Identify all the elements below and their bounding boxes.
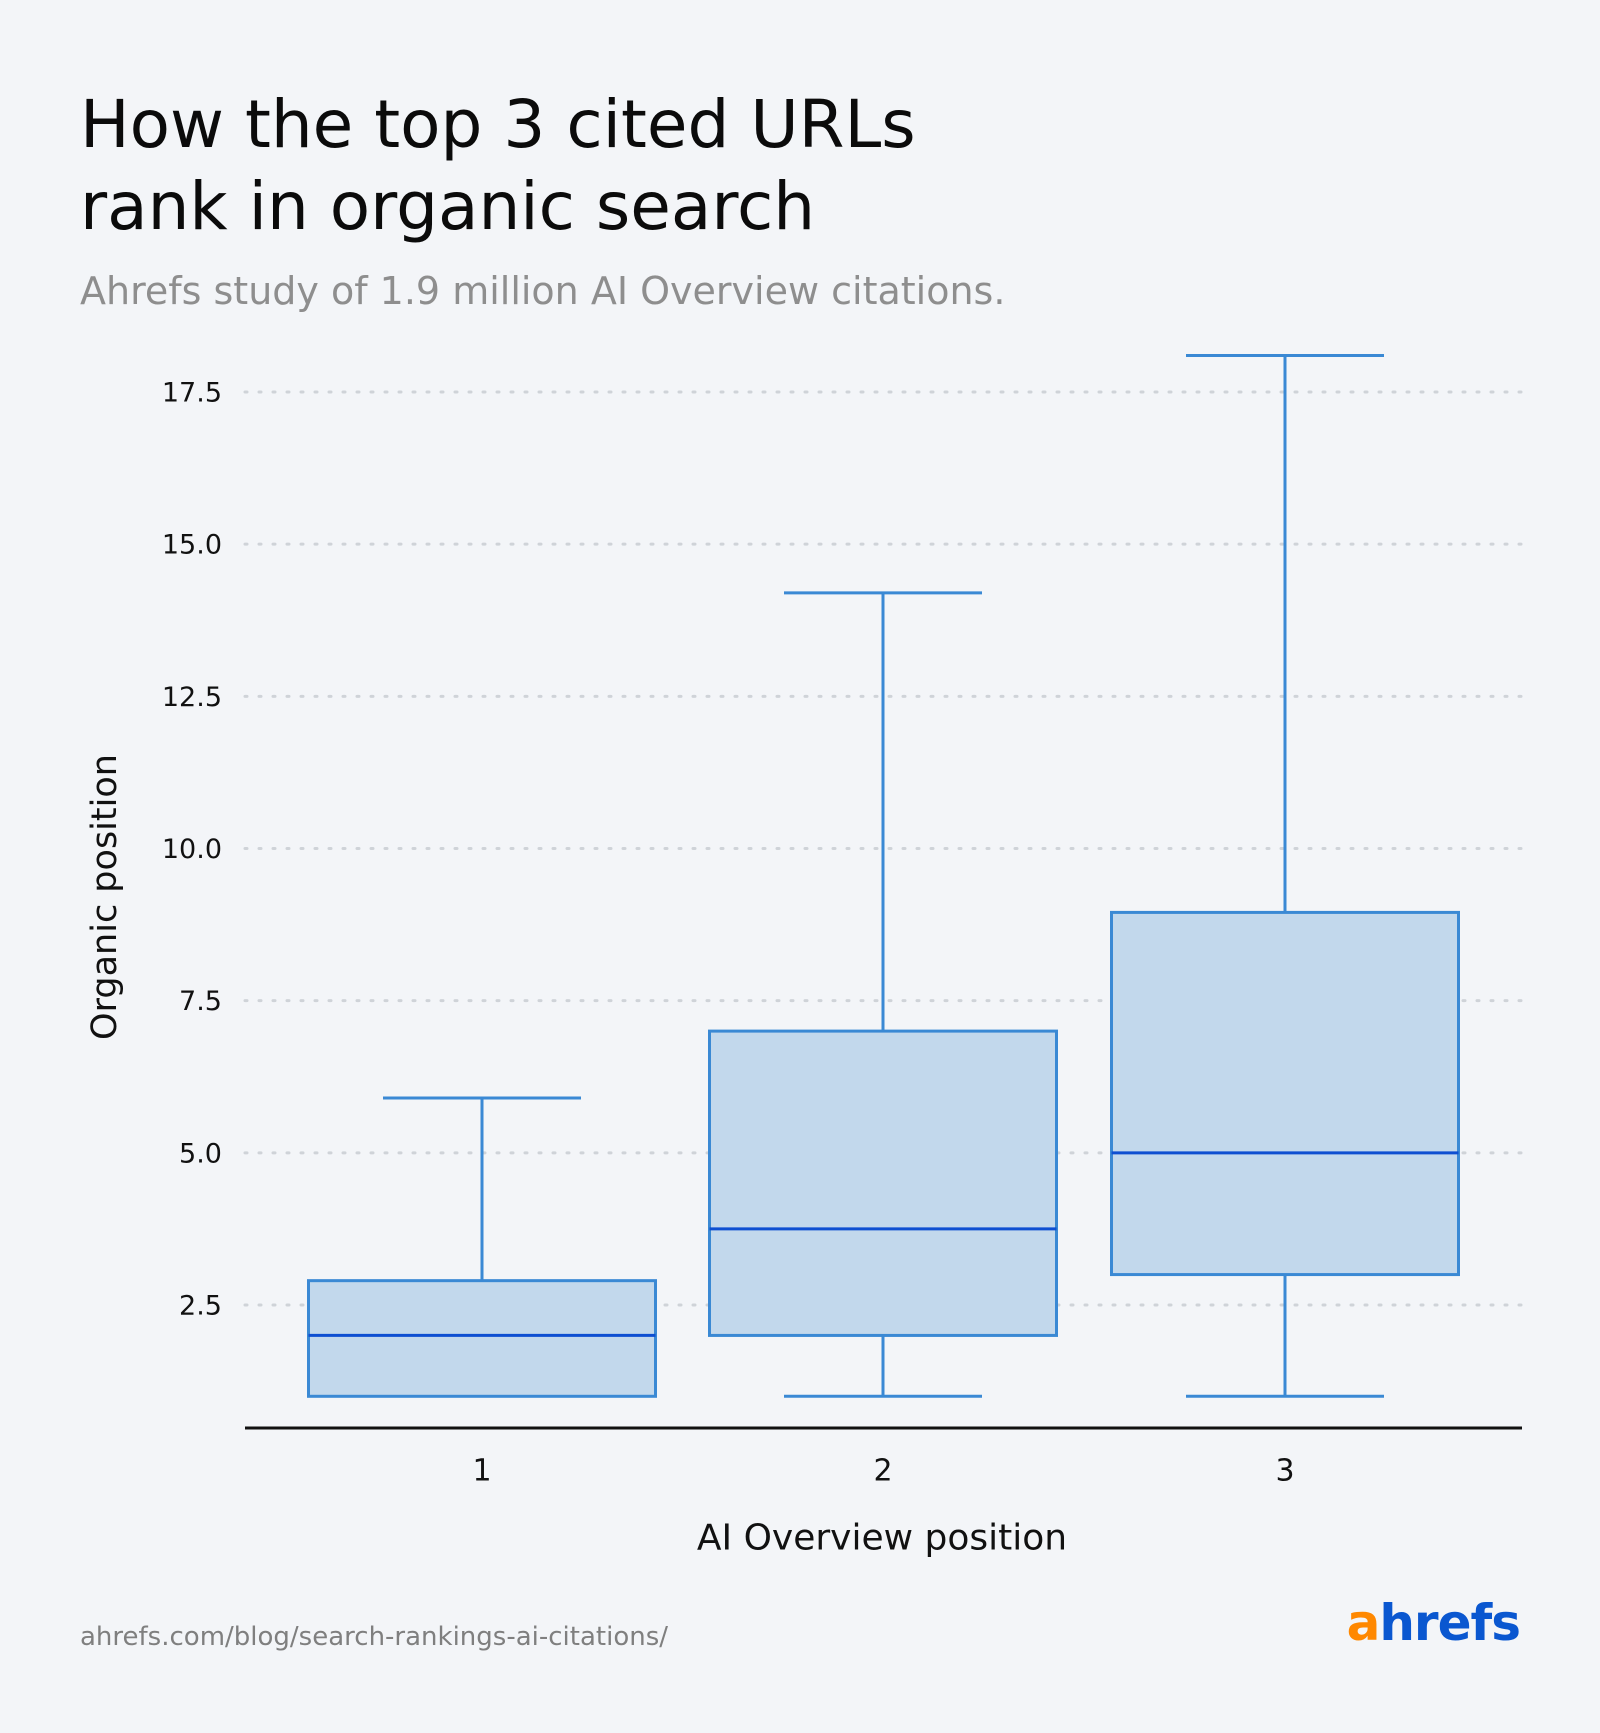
interquartile-box	[307, 1279, 657, 1398]
box-plot-category-3	[1110, 353, 1460, 1398]
chart-title-line-1: How the top 3 cited URLs	[80, 86, 916, 163]
y-axis-label: Organic position	[85, 754, 125, 1040]
y-tick-label: 7.5	[179, 986, 222, 1017]
x-axis-label: AI Overview position	[696, 1517, 1068, 1559]
interquartile-box	[708, 1029, 1058, 1337]
y-tick-label: 10.0	[162, 834, 222, 865]
chart-title-line-2: rank in organic search	[80, 168, 816, 245]
y-tick-label: 2.5	[179, 1291, 222, 1322]
y-tick-label: 12.5	[162, 682, 222, 713]
y-tick-label: 17.5	[162, 378, 222, 409]
x-tick-label: 1	[472, 1454, 491, 1489]
x-tick-label: 2	[873, 1454, 892, 1489]
logo-letters-hrefs: hrefs	[1379, 1594, 1521, 1652]
y-tick-label: 5.0	[179, 1138, 222, 1169]
box-plot-category-1	[307, 1096, 657, 1398]
x-tick-label: 3	[1275, 1454, 1294, 1489]
source-url: ahrefs.com/blog/search-rankings-ai-citat…	[80, 1622, 669, 1652]
chart-title: How the top 3 cited URLs rank in organic…	[80, 84, 1380, 248]
logo-letter-a: a	[1346, 1594, 1381, 1652]
y-tick-label: 15.0	[162, 530, 222, 561]
interquartile-box	[1110, 910, 1460, 1277]
box-plot-category-2	[708, 591, 1058, 1398]
chart-subtitle: Ahrefs study of 1.9 million AI Overview …	[80, 269, 1006, 313]
ahrefs-logo: ahrefs	[1347, 1598, 1521, 1648]
